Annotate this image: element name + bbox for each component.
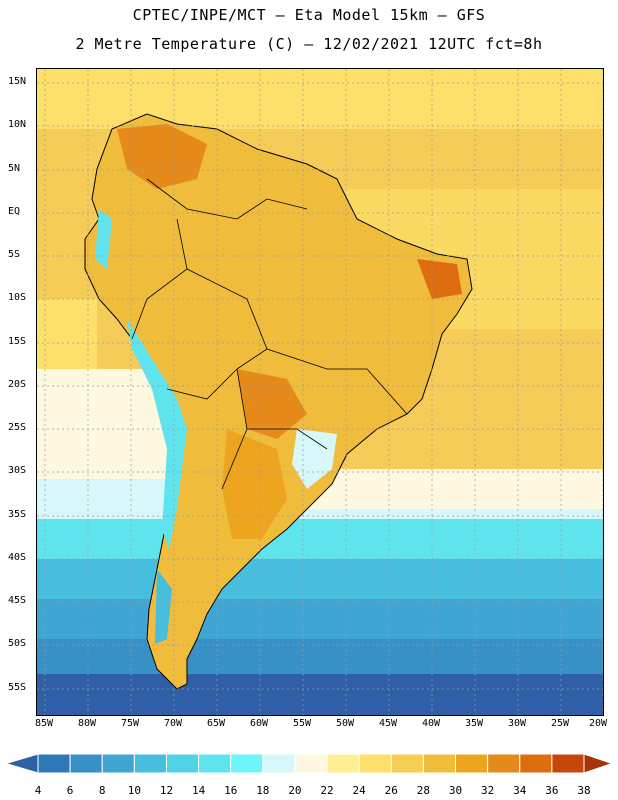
colorbar-cells (4, 753, 614, 774)
colorbar-cell (262, 753, 296, 774)
colorbar-label: 26 (384, 784, 398, 797)
colorbar-cell (230, 753, 264, 774)
andes-south (155, 569, 172, 644)
lat-label-50s: 50S (8, 638, 27, 649)
colorbar-label: 36 (545, 784, 559, 797)
colorbar (4, 753, 614, 774)
colorbar-cell (519, 753, 553, 774)
lon-label-25w: 25W (550, 718, 570, 729)
lat-label-40s: 40S (8, 552, 27, 563)
map-canvas (37, 69, 603, 715)
colorbar-cell (358, 753, 392, 774)
lon-label-55w: 55W (292, 718, 312, 729)
lon-label-30w: 30W (507, 718, 527, 729)
lon-label-20w: 20W (588, 718, 608, 729)
colorbar-label: 32 (481, 784, 495, 797)
colorbar-cell (487, 753, 521, 774)
hot-zone-northeast (417, 259, 462, 299)
colorbar-label: 30 (448, 784, 463, 797)
colorbar-cell (326, 753, 360, 774)
colorbar-cell (133, 753, 167, 774)
colorbar-label: 34 (513, 784, 527, 797)
colorbar-label: 20 (288, 784, 302, 797)
country-borders (131, 178, 408, 490)
colorbar-cell (551, 753, 585, 774)
lon-label-85w: 85W (34, 718, 54, 729)
lat-label-10s: 10S (8, 292, 27, 303)
lon-label-60w: 60W (249, 718, 269, 729)
andes-north (95, 209, 112, 269)
colorbar-cell (69, 753, 103, 774)
lat-label-5s: 5S (8, 249, 21, 260)
lat-label-55s: 55S (8, 682, 27, 693)
colorbar-cell (101, 753, 135, 774)
colorbar-arrow-high (583, 753, 614, 774)
temperature-map[interactable] (36, 68, 604, 716)
lon-label-45w: 45W (378, 718, 398, 729)
colorbar-label: 28 (416, 784, 431, 797)
lat-label-25s: 25S (8, 422, 27, 433)
ocean-band-pacific-1 (37, 299, 97, 369)
graticule (37, 69, 603, 715)
colorbar-label: 24 (352, 784, 366, 797)
warm-zone-argentina (222, 429, 287, 539)
lat-label-45s: 45S (8, 595, 27, 606)
colorbar-cell (294, 753, 328, 774)
map-title-line-2: 2 Metre Temperature (C) — 12/02/2021 12U… (75, 35, 543, 53)
colorbar-label: 12 (159, 784, 174, 797)
colorbar-cell (37, 753, 71, 774)
lat-label-10n: 10N (8, 119, 27, 130)
lon-label-50w: 50W (335, 718, 355, 729)
colorbar-label: 6 (66, 784, 74, 797)
colorbar-cell (390, 753, 424, 774)
colorbar-label: 16 (224, 784, 238, 797)
colorbar-label: 14 (191, 784, 206, 797)
map-title-line-1: CPTEC/INPE/MCT — Eta Model 15km — GFS (132, 6, 486, 24)
andes-central (127, 319, 187, 549)
colorbar-label: 8 (98, 784, 106, 797)
lat-label-15n: 15N (8, 76, 27, 87)
lat-label-5n: 5N (8, 163, 21, 174)
lon-label-70w: 70W (163, 718, 183, 729)
hot-zone-chaco (237, 369, 307, 439)
lat-label-20s: 20S (8, 379, 27, 390)
colorbar-cell (198, 753, 232, 774)
colorbar-label: 10 (127, 784, 141, 797)
lon-label-35w: 35W (464, 718, 484, 729)
hot-zone-venezuela (117, 124, 207, 189)
lat-label-30s: 30S (8, 465, 27, 476)
lon-label-80w: 80W (77, 718, 97, 729)
lon-label-75w: 75W (120, 718, 140, 729)
lat-label-15s: 15S (8, 336, 27, 347)
colorbar-cell (165, 753, 200, 774)
colorbar-label: 22 (320, 784, 334, 797)
colorbar-cell (455, 753, 489, 774)
lat-label-eq: EQ (8, 206, 21, 217)
colorbar-cell (422, 753, 457, 774)
colorbar-label: 18 (256, 784, 270, 797)
ocean-band-pacific-3 (37, 479, 177, 519)
colorbar-label: 4 (34, 784, 42, 797)
lon-label-40w: 40W (421, 718, 441, 729)
lon-label-65w: 65W (206, 718, 226, 729)
colorbar-label: 38 (577, 784, 591, 797)
lat-label-35s: 35S (8, 509, 27, 520)
colorbar-arrow-low (4, 753, 39, 774)
